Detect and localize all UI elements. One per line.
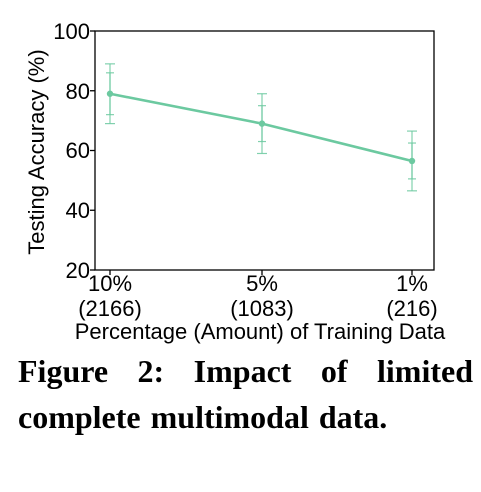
chart-marks	[90, 30, 417, 275]
data-point	[258, 120, 266, 127]
series-line	[109, 92, 413, 163]
x-tick-sublabel-1pct: (216)	[386, 296, 437, 321]
x-tick-label-1pct: 1%	[396, 271, 428, 296]
y-tick-label-40: 40	[66, 198, 90, 223]
x-tick-sublabel-5pct: (1083)	[230, 296, 294, 321]
y-axis-title: Testing Accuracy (%)	[24, 49, 49, 254]
plot-frame	[94, 30, 435, 271]
data-point	[408, 157, 416, 165]
x-tick-label-5pct: 5%	[246, 271, 278, 296]
y-tick-label-100: 100	[53, 19, 90, 44]
x-tick-sublabel-10pct: (2166)	[78, 296, 142, 321]
chart: 100 80 60 40 20 10% (2166) 5% (1083) 1% …	[24, 19, 446, 344]
y-tick-label-20: 20	[66, 258, 90, 283]
y-tick-label-80: 80	[66, 79, 90, 104]
data-point	[106, 90, 114, 97]
x-tick-label-10pct: 10%	[88, 271, 132, 296]
y-tick-label-60: 60	[66, 138, 90, 163]
x-axis-title: Percentage (Amount) of Training Data	[75, 319, 446, 344]
figure-caption: Figure 2: Impact of limited complete mul…	[18, 353, 473, 435]
